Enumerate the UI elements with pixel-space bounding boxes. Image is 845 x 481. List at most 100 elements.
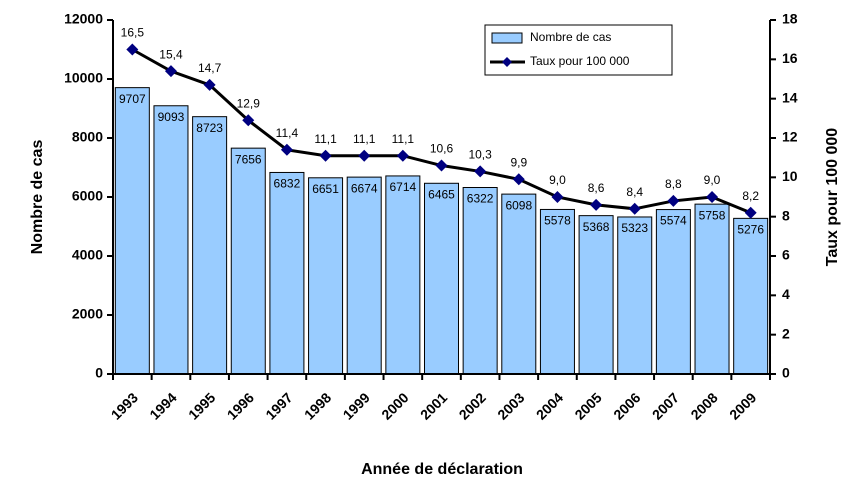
rate-marker [242,114,255,127]
rate-marker [512,173,525,186]
bar [114,87,150,375]
bar [269,171,305,375]
rate-value-label: 8,8 [665,177,682,191]
bar [346,176,382,375]
rate-value-label: 10,6 [430,142,454,156]
rate-marker [551,191,564,203]
x-tick-label: 2006 [610,389,643,422]
y2-axis-label: Taux pour 100 000 [824,128,841,267]
rate-marker [396,149,409,162]
x-tick-label: 1998 [301,389,334,422]
y-tick-label: 2000 [72,306,103,322]
y2-tick-label: 12 [782,129,798,145]
rate-value-label: 11,1 [353,132,376,146]
rate-value-label: 11,1 [314,132,337,146]
y2-tick-label: 2 [782,325,790,341]
rate-value-label: 9,9 [510,155,527,169]
bar [578,215,614,375]
y-tick-label: 4000 [72,247,103,263]
rate-value-label: 8,2 [742,189,759,203]
bar [501,193,537,375]
y-tick-label: 0 [95,365,103,381]
x-tick-label: 2003 [494,389,527,422]
bar-value-label: 5368 [583,220,610,234]
bar [153,105,189,375]
legend-label: Nombre de cas [530,30,611,44]
bar [423,182,460,375]
x-tick-label: 1996 [224,389,257,422]
rate-value-label: 9,0 [549,173,566,187]
y2-tick-label: 14 [782,89,798,105]
rate-value-label: 16,5 [121,26,145,40]
rate-value-label: 11,1 [392,132,415,146]
rate-value-label: 8,4 [626,185,643,199]
x-tick-label: 1997 [262,389,295,422]
bar [733,217,769,375]
bar [462,187,498,375]
rate-value-label: 15,4 [159,47,183,61]
rate-value-label: 9,0 [704,173,721,187]
x-axis-label: Année de déclaration [361,461,523,478]
y-tick-label: 12000 [64,11,103,27]
y2-tick-label: 18 [782,11,798,27]
rate-value-label: 12,9 [237,96,261,110]
rate-value-label: 11,4 [276,126,299,140]
rate-marker [435,159,448,172]
y-tick-label: 10000 [64,70,103,86]
rate-marker [628,202,641,215]
x-tick-label: 1994 [146,389,179,422]
rate-value-label: 14,7 [198,61,222,75]
rate-marker [474,165,487,178]
y-tick-label: 6000 [72,188,103,204]
bar [230,147,266,375]
bar [655,209,691,375]
x-tick-label: 2001 [417,389,450,422]
rate-marker [744,206,757,219]
legend-marker [502,57,512,67]
bar-value-label: 8723 [196,121,223,135]
x-tick-label: 2009 [726,389,759,422]
rate-marker [280,143,293,156]
bar-value-label: 6651 [312,182,339,196]
bar [192,116,228,375]
bar-value-label: 6465 [428,187,455,201]
bar-value-label: 5323 [621,221,648,235]
bar [308,177,344,375]
legend-label: Taux pour 100 000 [530,54,630,68]
rate-marker [667,194,680,207]
rate-value-label: 8,6 [588,181,605,195]
y2-tick-label: 4 [782,286,790,302]
rate-marker [126,43,139,56]
y2-tick-label: 16 [782,50,798,66]
bar [539,208,575,375]
x-tick-label: 1993 [108,389,141,422]
rate-marker [590,198,603,211]
rate-marker [358,149,371,162]
y2-tick-label: 6 [782,247,790,263]
x-tick-label: 2005 [571,389,604,422]
bar-value-label: 6322 [467,192,494,206]
rate-marker [164,65,177,78]
x-tick-label: 2008 [687,389,720,422]
y2-tick-label: 10 [782,168,798,184]
bar-value-label: 9093 [158,110,185,124]
y-tick-label: 8000 [72,129,103,145]
rate-marker [203,78,216,91]
bar-value-label: 6674 [351,181,378,195]
y-axis-label: Nombre de cas [29,140,46,255]
rate-value-label: 10,3 [468,148,492,162]
x-tick-label: 2004 [533,389,566,422]
bar-value-label: 7656 [235,152,262,166]
bar-value-label: 6714 [390,180,417,194]
y2-tick-label: 0 [782,365,790,381]
legend-swatch [491,32,523,44]
x-tick-label: 2000 [378,389,411,422]
bar-value-label: 6832 [274,177,301,191]
bar-value-label: 5574 [660,214,687,228]
bar-value-label: 5276 [737,223,764,237]
x-tick-label: 1995 [185,389,218,422]
y2-tick-label: 8 [782,207,790,223]
bar [694,203,730,375]
bar-value-label: 9707 [119,92,146,106]
